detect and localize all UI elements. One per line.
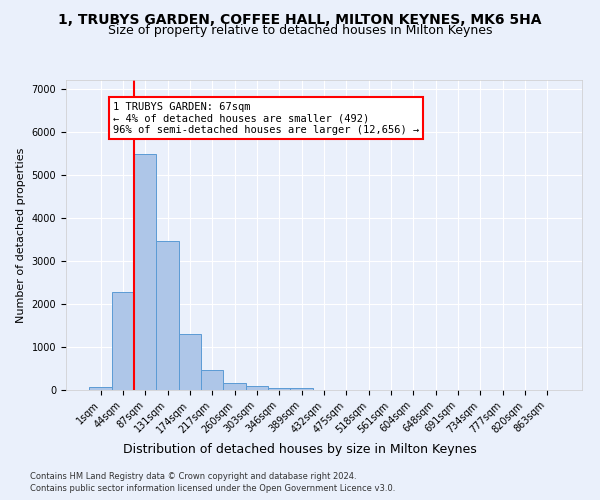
Bar [290,388,313,390]
Text: Size of property relative to detached houses in Milton Keynes: Size of property relative to detached ho… [108,24,492,37]
Bar [246,386,268,390]
Bar [179,334,201,390]
Text: 1, TRUBYS GARDEN, COFFEE HALL, MILTON KEYNES, MK6 5HA: 1, TRUBYS GARDEN, COFFEE HALL, MILTON KE… [58,12,542,26]
Text: 1 TRUBYS GARDEN: 67sqm
← 4% of detached houses are smaller (492)
96% of semi-det: 1 TRUBYS GARDEN: 67sqm ← 4% of detached … [113,102,419,134]
Bar [201,370,223,390]
Text: Contains public sector information licensed under the Open Government Licence v3: Contains public sector information licen… [30,484,395,493]
Bar [268,388,290,390]
Y-axis label: Number of detached properties: Number of detached properties [16,148,26,322]
Text: Distribution of detached houses by size in Milton Keynes: Distribution of detached houses by size … [123,442,477,456]
Bar [223,383,246,390]
Bar [112,292,134,390]
Text: Contains HM Land Registry data © Crown copyright and database right 2024.: Contains HM Land Registry data © Crown c… [30,472,356,481]
Bar [134,154,157,390]
Bar [89,386,112,390]
Bar [157,241,179,390]
